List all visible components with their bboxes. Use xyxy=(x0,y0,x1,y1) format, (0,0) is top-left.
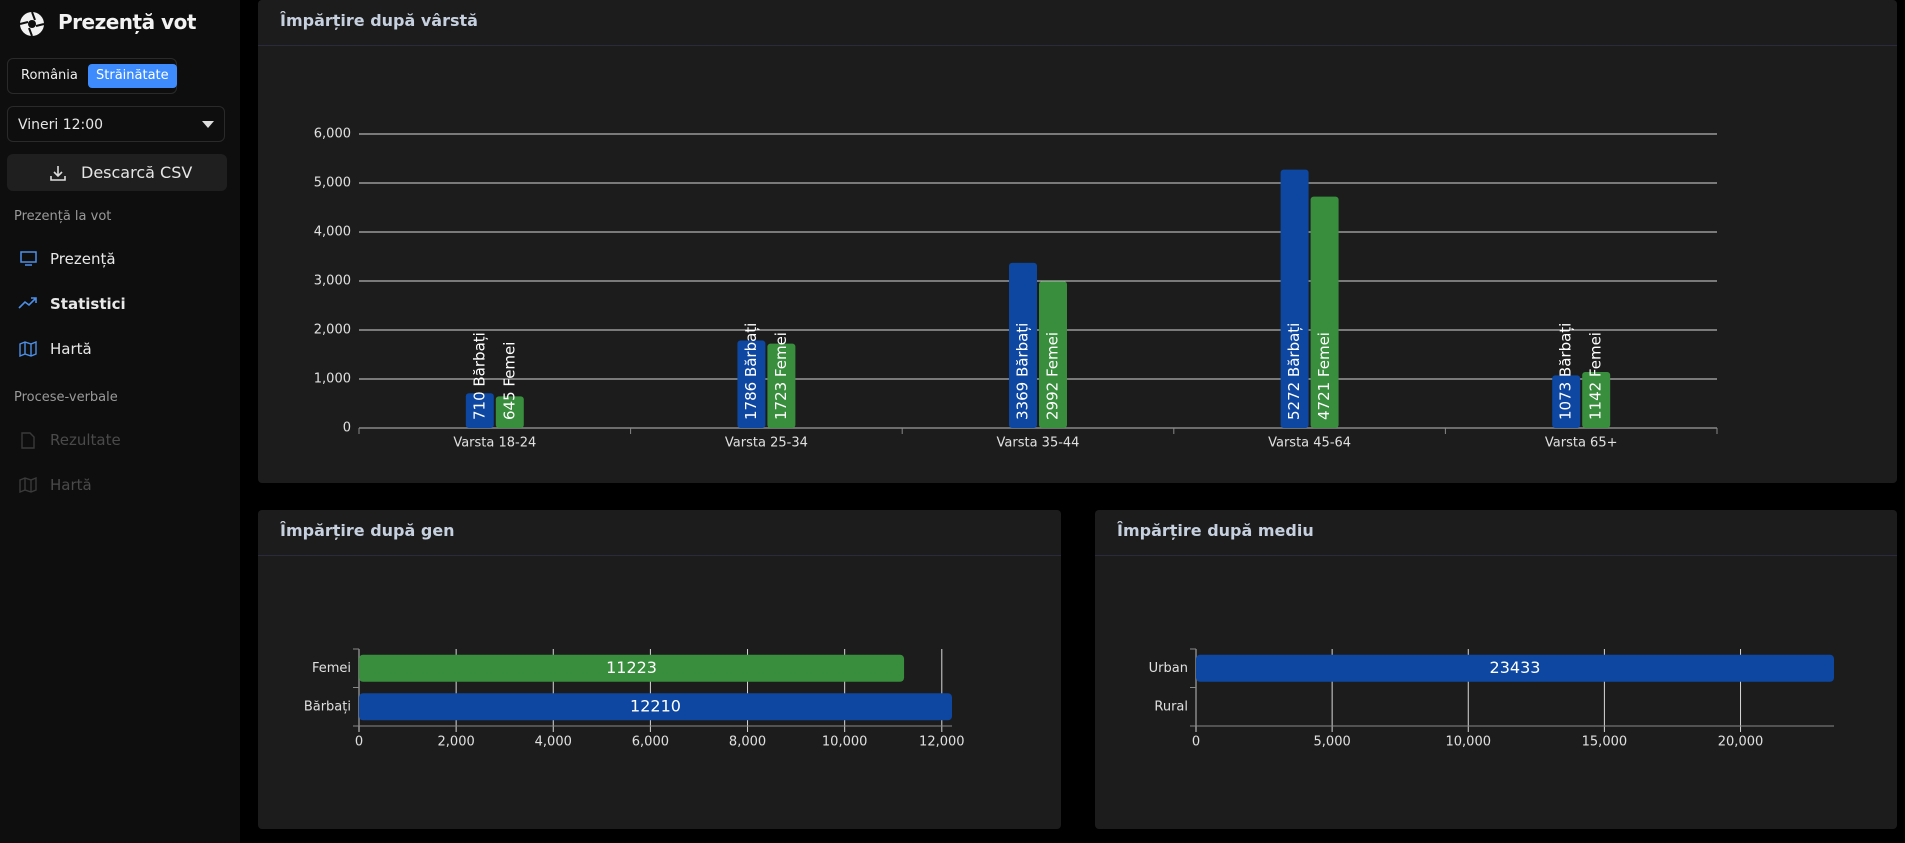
x-tick-label: Varsta 25-34 xyxy=(725,436,808,451)
y-tick-label: 2,000 xyxy=(314,323,351,338)
x-tick-label: Varsta 65+ xyxy=(1545,436,1618,451)
x-tick-label: Varsta 45-64 xyxy=(1268,436,1351,451)
icon xyxy=(21,432,35,449)
x-tick-label: 10,000 xyxy=(822,735,868,750)
y-tick-label: Bărbați xyxy=(304,699,351,714)
nav-item-active[interactable]: Statistici xyxy=(50,295,126,313)
download-icon xyxy=(50,166,66,181)
y-tick-label: 4,000 xyxy=(314,225,351,240)
chart: 0 5,000 10,000 15,000 20,000 Urban 23433 Rural xyxy=(1149,648,1834,750)
bar-label: 3369 Bărbați xyxy=(1014,323,1032,420)
x-tick-label: 10,000 xyxy=(1446,735,1492,750)
chart-panel: 0 2,000 4,000 6,000 8,000 10,000 12,000 Femei 11… xyxy=(258,510,1061,829)
panel-header: Împărțire după gen xyxy=(258,510,1061,556)
bar-label: 5272 Bărbați xyxy=(1285,323,1303,420)
section-title: Procese-verbale xyxy=(14,390,118,405)
panel-header: Împărțire după mediu xyxy=(1095,510,1897,556)
y-tick-label: Rural xyxy=(1154,699,1188,714)
download-button[interactable]: Descarcă CSV xyxy=(7,154,227,191)
x-tick-label: Varsta 18-24 xyxy=(453,436,536,451)
time-select[interactable]: Vineri 12:00 xyxy=(7,106,225,142)
bar xyxy=(1582,372,1611,428)
bar xyxy=(767,343,796,428)
bar xyxy=(1039,281,1067,428)
icon xyxy=(19,477,37,493)
x-tick-label: 2,000 xyxy=(438,735,475,750)
bar-label: 1073 Bărbați xyxy=(1557,323,1575,420)
bar xyxy=(465,393,494,428)
y-tick-label: 3,000 xyxy=(314,274,351,289)
y-tick-label: 0 xyxy=(343,421,351,436)
bar xyxy=(1280,169,1309,428)
bar xyxy=(1310,196,1339,428)
bar xyxy=(1552,375,1581,428)
x-tick-label: 8,000 xyxy=(729,735,766,750)
nav-item-disabled: Rezultate xyxy=(50,431,121,449)
bar xyxy=(359,693,952,721)
chart: 0 1,000 2,000 3,000 4,000 5,000 6,000 Varsta 18… xyxy=(314,127,1718,451)
bar xyxy=(1196,654,1834,682)
logo xyxy=(19,11,45,37)
caret xyxy=(202,121,214,128)
y-tick-label: 6,000 xyxy=(314,127,351,142)
chart-title: Împărțire după gen xyxy=(280,521,455,540)
x-tick-label: 6,000 xyxy=(632,735,669,750)
section-title: Prezență la vot xyxy=(14,209,112,224)
tab-active[interactable]: Străinătate xyxy=(88,64,177,88)
x-tick-label: 0 xyxy=(355,735,363,750)
nav-item[interactable]: Prezență xyxy=(50,250,116,268)
y-tick-label: Urban xyxy=(1149,661,1188,676)
chart-title: Împărțire după mediu xyxy=(1117,521,1314,540)
bar-label: 1142 Femei xyxy=(1587,332,1605,420)
bar-label: 1786 Bărbați xyxy=(742,323,760,420)
y-tick-label: Femei xyxy=(312,661,351,676)
bar-label: 23433 xyxy=(1490,658,1541,677)
x-tick-label: 20,000 xyxy=(1718,735,1764,750)
x-tick-label: Varsta 35-44 xyxy=(997,436,1080,451)
chart: 0 2,000 4,000 6,000 8,000 10,000 12,000 Femei 11… xyxy=(304,648,965,750)
app-title: Prezență vot xyxy=(58,10,196,34)
x-tick-label: 4,000 xyxy=(535,735,572,750)
icon xyxy=(18,297,37,309)
chart-title: Împărțire după vârstă xyxy=(280,11,478,30)
x-tick-label: 15,000 xyxy=(1582,735,1628,750)
bar xyxy=(359,654,905,682)
x-tick-label: 12,000 xyxy=(919,735,965,750)
download-label: Descarcă CSV xyxy=(81,163,193,182)
bar-label: 710 Bărbați xyxy=(470,332,488,420)
time-value: Vineri 12:00 xyxy=(18,117,104,133)
region-toggle: România Străinătate xyxy=(7,58,177,94)
bar xyxy=(495,396,524,428)
y-tick-label: 5,000 xyxy=(314,176,351,191)
nav-item[interactable]: Hartă xyxy=(50,340,92,358)
sidebar: Prezență vot România Străinătate Vineri … xyxy=(0,0,240,843)
chart-panel: 0 5,000 10,000 15,000 20,000 Urban 23433 Rural … xyxy=(1095,510,1897,829)
bar-label: 11223 xyxy=(606,658,657,677)
bar xyxy=(737,340,766,428)
panel-header: Împărțire după vârstă xyxy=(258,0,1897,46)
x-tick-label: 0 xyxy=(1192,735,1200,750)
bar-label: 1723 Femei xyxy=(772,332,790,420)
bar-label: 645 Femei xyxy=(500,342,518,420)
tab[interactable]: România xyxy=(21,68,78,83)
nav-item-disabled: Hartă xyxy=(50,476,92,494)
icon xyxy=(19,341,37,357)
bar xyxy=(1009,262,1037,428)
bar-label: 2992 Femei xyxy=(1044,332,1062,420)
x-tick-label: 5,000 xyxy=(1314,735,1351,750)
y-tick-label: 1,000 xyxy=(314,372,351,387)
chart-panel: 0 1,000 2,000 3,000 4,000 5,000 6,000 Varsta 18… xyxy=(258,0,1897,483)
icon xyxy=(20,251,37,266)
bar-label: 12210 xyxy=(630,696,681,715)
bar-label: 4721 Femei xyxy=(1315,332,1333,420)
